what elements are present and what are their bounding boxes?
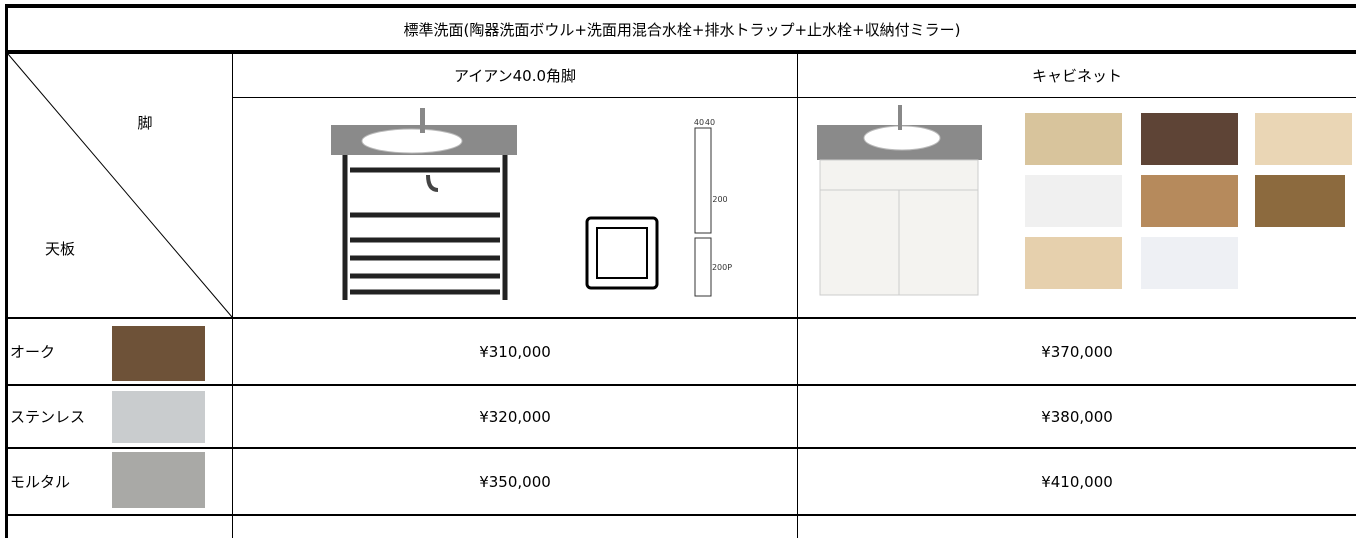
border xyxy=(5,514,1356,516)
price: ¥380,000 xyxy=(1041,407,1113,426)
border xyxy=(5,4,1356,8)
border xyxy=(797,54,798,538)
row-label: オーク xyxy=(10,343,56,361)
border xyxy=(232,97,1356,98)
price: ¥310,000 xyxy=(479,342,551,361)
dim-label: 40 xyxy=(705,118,715,127)
price: ¥370,000 xyxy=(1041,342,1113,361)
column-header: アイアン40.0角脚 xyxy=(453,67,577,85)
border xyxy=(5,317,1356,319)
border xyxy=(5,384,1356,386)
row-label: モルタル xyxy=(10,473,71,491)
row-label: ステンレス xyxy=(10,408,86,426)
price: ¥350,000 xyxy=(479,472,551,491)
border xyxy=(232,54,233,538)
border xyxy=(5,4,8,538)
price: ¥410,000 xyxy=(1041,472,1113,491)
corner-bottom: 天板 xyxy=(44,239,75,258)
dim-label: 200P xyxy=(712,263,732,272)
column-header: キャビネット xyxy=(1031,67,1122,85)
price: ¥320,000 xyxy=(479,407,551,426)
corner-top: 脚 xyxy=(137,113,153,132)
border xyxy=(5,50,1356,54)
dim-label: 40 xyxy=(694,118,704,127)
border xyxy=(5,447,1356,449)
title: 標準洗面(陶器洗面ボウル+洗面用混合水栓+排水トラップ+止水栓+収納付ミラー) xyxy=(403,20,961,39)
dim-label: 200 xyxy=(712,195,727,204)
